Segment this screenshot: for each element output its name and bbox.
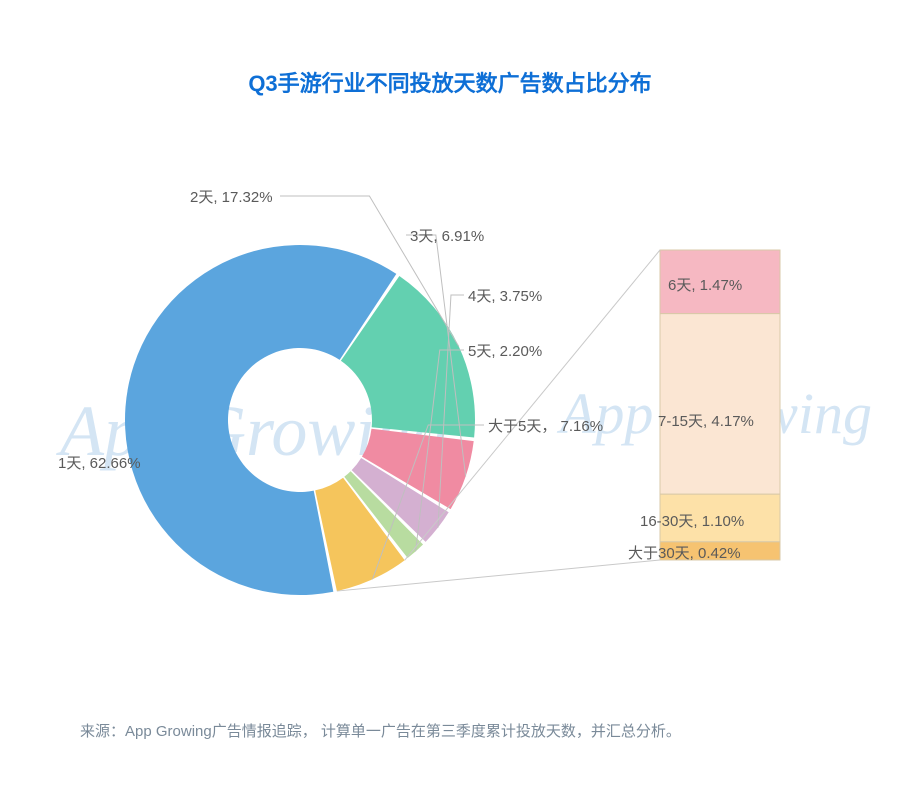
breakout-label-6d: 6天, 1.47% <box>668 274 742 295</box>
breakout-label-7-15: 7-15天, 4.17% <box>658 410 754 431</box>
label-2d: 2天, 17.32% <box>190 186 273 207</box>
label-gt5: 大于5天， 7.16% <box>488 415 603 436</box>
label-1d: 1天, 62.66% <box>58 452 141 473</box>
label-5d: 5天, 2.20% <box>468 340 542 361</box>
label-3d: 3天, 6.91% <box>410 225 484 246</box>
source-text: 来源：App Growing广告情报追踪， 计算单一广告在第三季度累计投放天数，… <box>80 720 681 741</box>
breakout-label-16-30: 16-30天, 1.10% <box>640 510 744 531</box>
breakout-label-gt30: 大于30天, 0.42% <box>628 542 741 563</box>
label-4d: 4天, 3.75% <box>468 285 542 306</box>
chart-canvas <box>0 0 900 801</box>
